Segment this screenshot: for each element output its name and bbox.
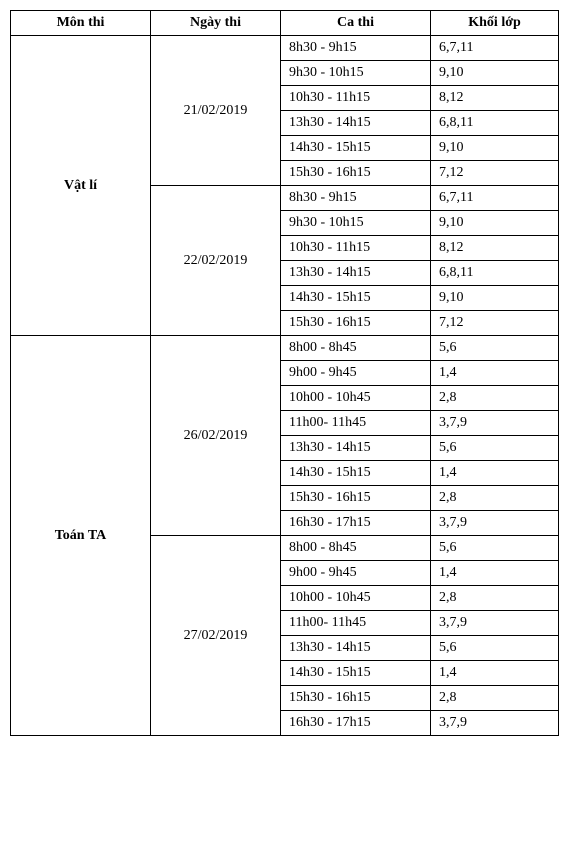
grade-cell: 9,10 — [431, 61, 559, 86]
session-cell: 8h30 - 9h15 — [281, 36, 431, 61]
session-cell: 14h30 - 15h15 — [281, 136, 431, 161]
date-cell: 21/02/2019 — [151, 36, 281, 186]
grade-cell: 5,6 — [431, 636, 559, 661]
grade-cell: 1,4 — [431, 361, 559, 386]
session-cell: 9h30 - 10h15 — [281, 211, 431, 236]
session-cell: 10h00 - 10h45 — [281, 386, 431, 411]
date-cell: 22/02/2019 — [151, 186, 281, 336]
session-cell: 10h30 - 11h15 — [281, 86, 431, 111]
grade-cell: 7,12 — [431, 311, 559, 336]
grade-cell: 5,6 — [431, 436, 559, 461]
grade-cell: 2,8 — [431, 586, 559, 611]
session-cell: 15h30 - 16h15 — [281, 686, 431, 711]
header-grade: Khối lớp — [431, 11, 559, 36]
grade-cell: 8,12 — [431, 86, 559, 111]
session-cell: 15h30 - 16h15 — [281, 486, 431, 511]
session-cell: 13h30 - 14h15 — [281, 436, 431, 461]
schedule-table: Môn thi Ngày thi Ca thi Khối lớp Vật lí2… — [10, 10, 559, 736]
grade-cell: 5,6 — [431, 336, 559, 361]
subject-cell: Vật lí — [11, 36, 151, 336]
session-cell: 10h00 - 10h45 — [281, 586, 431, 611]
session-cell: 14h30 - 15h15 — [281, 461, 431, 486]
date-cell: 26/02/2019 — [151, 336, 281, 536]
session-cell: 9h30 - 10h15 — [281, 61, 431, 86]
grade-cell: 3,7,9 — [431, 711, 559, 736]
grade-cell: 6,7,11 — [431, 36, 559, 61]
grade-cell: 9,10 — [431, 286, 559, 311]
grade-cell: 6,8,11 — [431, 111, 559, 136]
session-cell: 11h00- 11h45 — [281, 411, 431, 436]
grade-cell: 2,8 — [431, 686, 559, 711]
session-cell: 9h00 - 9h45 — [281, 561, 431, 586]
grade-cell: 1,4 — [431, 661, 559, 686]
grade-cell: 7,12 — [431, 161, 559, 186]
session-cell: 13h30 - 14h15 — [281, 261, 431, 286]
session-cell: 16h30 - 17h15 — [281, 511, 431, 536]
subject-cell: Toán TA — [11, 336, 151, 736]
session-cell: 15h30 - 16h15 — [281, 311, 431, 336]
session-cell: 16h30 - 17h15 — [281, 711, 431, 736]
grade-cell: 5,6 — [431, 536, 559, 561]
session-cell: 10h30 - 11h15 — [281, 236, 431, 261]
header-subject: Môn thi — [11, 11, 151, 36]
grade-cell: 9,10 — [431, 211, 559, 236]
session-cell: 11h00- 11h45 — [281, 611, 431, 636]
grade-cell: 2,8 — [431, 386, 559, 411]
date-cell: 27/02/2019 — [151, 536, 281, 736]
grade-cell: 8,12 — [431, 236, 559, 261]
header-date: Ngày thi — [151, 11, 281, 36]
session-cell: 14h30 - 15h15 — [281, 661, 431, 686]
session-cell: 8h30 - 9h15 — [281, 186, 431, 211]
grade-cell: 3,7,9 — [431, 511, 559, 536]
table-row: Toán TA26/02/20198h00 - 8h455,6 — [11, 336, 559, 361]
grade-cell: 6,7,11 — [431, 186, 559, 211]
grade-cell: 1,4 — [431, 461, 559, 486]
header-session: Ca thi — [281, 11, 431, 36]
grade-cell: 2,8 — [431, 486, 559, 511]
grade-cell: 3,7,9 — [431, 611, 559, 636]
session-cell: 8h00 - 8h45 — [281, 536, 431, 561]
session-cell: 13h30 - 14h15 — [281, 111, 431, 136]
table-row: Vật lí21/02/20198h30 - 9h156,7,11 — [11, 36, 559, 61]
session-cell: 15h30 - 16h15 — [281, 161, 431, 186]
session-cell: 8h00 - 8h45 — [281, 336, 431, 361]
grade-cell: 1,4 — [431, 561, 559, 586]
grade-cell: 6,8,11 — [431, 261, 559, 286]
session-cell: 13h30 - 14h15 — [281, 636, 431, 661]
grade-cell: 3,7,9 — [431, 411, 559, 436]
session-cell: 9h00 - 9h45 — [281, 361, 431, 386]
table-header-row: Môn thi Ngày thi Ca thi Khối lớp — [11, 11, 559, 36]
grade-cell: 9,10 — [431, 136, 559, 161]
session-cell: 14h30 - 15h15 — [281, 286, 431, 311]
